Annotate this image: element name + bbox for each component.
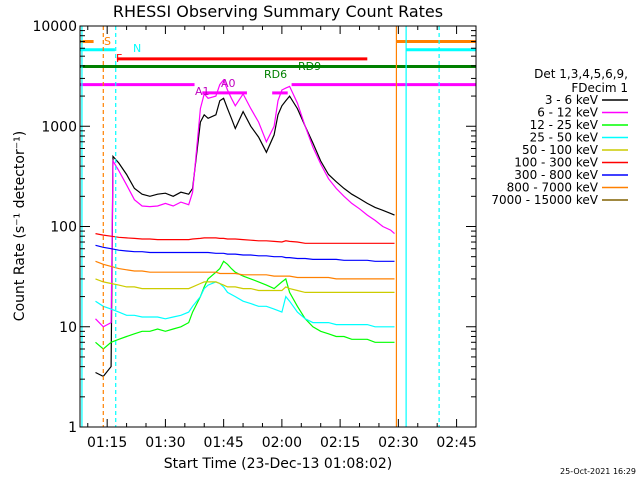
orbit-bars-layer <box>80 40 476 95</box>
legend-entry-label-5: 100 - 300 keV <box>514 156 598 170</box>
legend-entry-label-3: 25 - 50 keV <box>530 131 599 145</box>
chart-title: RHESSI Observing Summary Count Rates <box>113 2 443 21</box>
x-tick-label-4: 02:15 <box>320 435 360 451</box>
series-line-4 <box>95 278 395 293</box>
series-line-0 <box>95 95 395 378</box>
y-tick-label-4: 10000 <box>32 19 77 35</box>
annotation-a0: A0 <box>221 77 236 90</box>
legend-entry-label-6: 300 - 800 keV <box>514 168 598 182</box>
annotation-n: N <box>133 42 141 55</box>
x-tick-label-2: 01:45 <box>203 435 243 451</box>
series-layer <box>95 78 395 378</box>
y-axis-label: Count Rate (s⁻¹ detector⁻¹) <box>12 131 28 321</box>
legend-entry-label-0: 3 - 6 keV <box>545 93 599 107</box>
series-line-7 <box>95 260 395 280</box>
x-tick-label-6: 02:45 <box>436 435 476 451</box>
footer-timestamp: 25-Oct-2021 16:29 <box>560 467 636 476</box>
vertical-markers-layer <box>81 26 440 427</box>
series-line-2 <box>95 260 395 350</box>
y-tick-label-1: 10 <box>59 320 77 336</box>
series-line-3 <box>95 281 395 328</box>
y-tick-label-3: 1000 <box>41 119 77 135</box>
legend-entry-label-7: 800 - 7000 keV <box>507 181 599 195</box>
legend-header-line-1: Det 1,3,4,5,6,9, <box>534 67 628 81</box>
annotation-rd6: RD6 <box>264 68 287 81</box>
x-axis-label: Start Time (23-Dec-13 01:08:02) <box>164 456 392 472</box>
legend-header-line-2: FDecim 1 <box>571 81 628 95</box>
x-tick-label-1: 01:30 <box>145 435 185 451</box>
legend-entry-label-4: 50 - 100 keV <box>522 143 599 157</box>
annotation-f: F <box>116 52 122 65</box>
series-line-1 <box>95 78 395 328</box>
x-tick-label-3: 02:00 <box>262 435 302 451</box>
legend-entry-label-8: 7000 - 15000 keV <box>491 193 598 207</box>
x-tick-label-0: 01:15 <box>87 435 127 451</box>
y-tick-label-2: 100 <box>50 220 77 236</box>
series-line-5 <box>95 233 395 244</box>
annotations-layer: S N F RD6 RD9 A0 A1 <box>104 35 321 98</box>
annotation-a1: A1 <box>195 85 210 98</box>
plot-frame <box>79 25 477 428</box>
annotation-s: S <box>104 35 111 48</box>
legend-entry-label-2: 12 - 25 keV <box>530 118 599 132</box>
y-tick-label-0: 1 <box>68 420 77 436</box>
series-line-6 <box>95 244 395 262</box>
x-tick-label-5: 02:30 <box>378 435 418 451</box>
annotation-rd9: RD9 <box>298 60 321 73</box>
ticks-layer: 01:15 01:30 01:45 02:00 02:15 02:30 02:45 1 10 10… <box>32 19 476 451</box>
legend-entry-label-1: 6 - 12 keV <box>537 106 599 120</box>
